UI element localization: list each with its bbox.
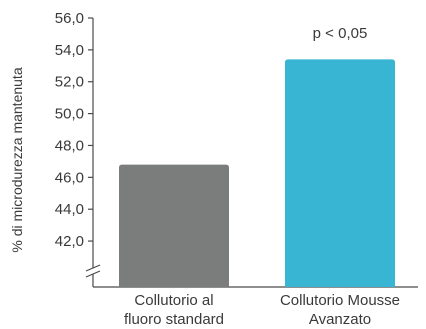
annotations: p < 0,05 [313,25,368,42]
bar [119,164,229,287]
bar [285,59,395,287]
x-tick-label: fluoro standard [124,311,224,328]
y-tick-label: 50,0 [55,106,84,123]
y-tick-label: 48,0 [55,137,84,154]
axis-break-mark [85,270,101,278]
y-tick-label: 52,0 [55,74,84,91]
x-tick-label: Avanzato [309,311,371,328]
x-tick-label: Collutorio al [134,292,213,309]
bars [119,59,395,287]
y-tick-label: 56,0 [55,10,84,27]
x-tick-label: Collutorio Mousse [280,292,400,309]
y-tick-label: 44,0 [55,201,84,218]
y-axis-label: % di microdurezza mantenuta [9,67,25,252]
y-tick-label: 46,0 [55,169,84,186]
significance-annotation: p < 0,05 [313,25,368,42]
x-axis-labels: Collutorio al fluoro standard Collutorio M… [124,292,400,328]
y-tick-label: 54,0 [55,42,84,59]
y-tick-label: 42,0 [55,233,84,250]
axis-break-mark [85,264,101,272]
